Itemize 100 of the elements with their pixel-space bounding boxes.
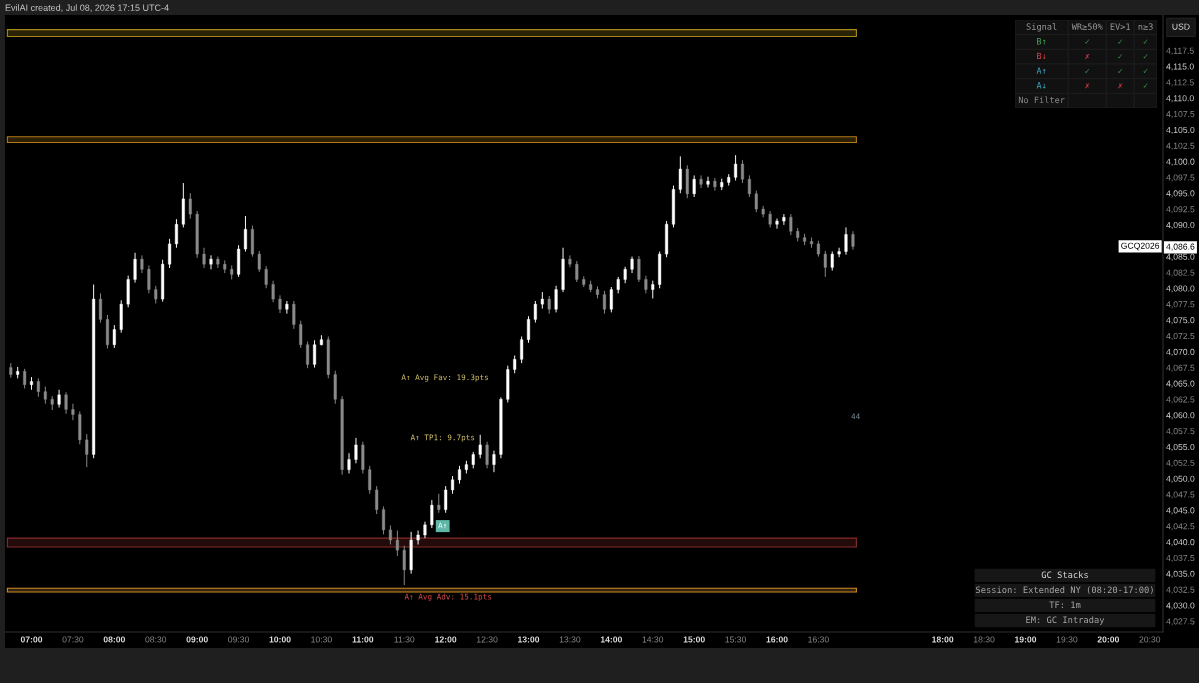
x-tick-label: 07:30	[62, 636, 84, 643]
x-tick-label: 11:00	[352, 636, 374, 643]
candlestick	[823, 250, 827, 278]
x-tick-label: 11:30	[394, 636, 415, 643]
candlestick	[133, 252, 137, 284]
candlestick	[830, 251, 834, 272]
candlestick	[402, 545, 406, 586]
candlestick	[837, 247, 841, 258]
x-tick-label: 08:30	[145, 636, 167, 643]
x-tick-label: 08:00	[103, 636, 125, 643]
x-tick-label: 13:30	[559, 636, 581, 643]
candlestick	[85, 433, 89, 468]
y-tick-label: 4,105.0	[1166, 126, 1195, 134]
candlestick	[292, 300, 296, 330]
candlestick	[168, 238, 172, 269]
candlestick	[554, 285, 558, 313]
y-tick-label: 4,072.5	[1166, 332, 1195, 341]
x-tick-label: 16:30	[808, 636, 829, 643]
candlestick	[533, 300, 537, 324]
x-tick-label: 20:00	[1097, 636, 1119, 643]
y-tick-label: 4,100.0	[1166, 158, 1195, 166]
y-tick-label: 4,060.0	[1166, 412, 1195, 420]
category-label: n≥3	[1138, 23, 1153, 30]
x-tick-label: 09:30	[228, 636, 250, 643]
candlestick	[740, 159, 744, 184]
x-tick-label: 19:30	[1056, 636, 1078, 643]
y-tick-label: 4,090.0	[1166, 222, 1195, 230]
chart-title: EvilAI created, Jul 08, 2026 17:15 UTC-4	[5, 4, 169, 12]
annotation: ✗	[1085, 53, 1090, 60]
y-tick-label: 4,037.5	[1166, 554, 1195, 563]
candlestick	[444, 485, 448, 514]
candlestick	[112, 324, 116, 349]
candlestick	[285, 300, 289, 315]
category-label: Signal	[1026, 23, 1057, 32]
candlestick	[209, 254, 213, 270]
y-tick-label: 4,102.5	[1166, 142, 1195, 150]
y-tick-label: 4,047.5	[1166, 491, 1195, 499]
candlestick	[637, 255, 641, 283]
candlestick	[354, 437, 358, 464]
x-tick-label: 07:00	[20, 636, 43, 643]
y-tick-label: 4,107.5	[1166, 111, 1195, 119]
candlestick	[430, 499, 434, 529]
annotation: No Filter	[1018, 96, 1065, 104]
annotation: ✓	[1118, 39, 1123, 44]
candlestick	[609, 286, 613, 313]
x-tick-label: 15:30	[725, 636, 747, 643]
candlestick	[299, 320, 303, 349]
candlestick	[71, 403, 75, 421]
annotation: ✗	[1118, 83, 1123, 89]
y-tick-label: 4,080.0	[1166, 285, 1195, 293]
y-tick-label: 4,030.0	[1166, 602, 1195, 610]
candlestick	[734, 154, 738, 181]
candlestick	[243, 215, 247, 253]
candlestick	[437, 493, 441, 514]
category-label: EV>1	[1110, 23, 1131, 30]
x-tick-label: 09:00	[186, 636, 208, 643]
annotation: ✓	[1143, 83, 1148, 88]
candlestick	[147, 264, 151, 294]
candlestick	[202, 247, 206, 269]
candlestick	[754, 190, 758, 213]
candlestick	[692, 174, 696, 198]
candlestick	[782, 213, 786, 226]
y-tick-label: 4,042.5	[1166, 523, 1195, 531]
annotation: EM: GC Intraday	[1026, 616, 1105, 625]
x-tick-label: 19:00	[1015, 636, 1037, 643]
y-tick-label: 4,062.5	[1166, 396, 1195, 404]
candlestick	[174, 218, 178, 249]
x-tick-label: 10:30	[311, 636, 332, 643]
x-tick-label: 20:30	[1139, 636, 1161, 643]
x-tick-label: 14:00	[600, 636, 622, 643]
y-tick-label: 4,077.5	[1166, 301, 1195, 309]
candlestick	[271, 280, 275, 303]
candlestick	[36, 377, 40, 398]
annotation: ✗	[1085, 83, 1090, 89]
y-tick-label: 4,067.5	[1166, 364, 1195, 372]
annotation: ✓	[1085, 39, 1090, 44]
candlestick	[306, 341, 310, 369]
x-tick-label: 12:30	[476, 636, 498, 643]
annotation: GCQ2026	[1121, 242, 1160, 251]
y-tick-label: 4,032.5	[1166, 586, 1195, 594]
candlestick	[98, 292, 103, 324]
y-tick-label: 4,112.5	[1166, 79, 1194, 87]
candlestick	[775, 218, 779, 230]
candlestick	[478, 434, 482, 459]
candlestick	[747, 174, 751, 198]
y-tick-label: 4,085.0	[1166, 253, 1195, 261]
candlestick	[713, 177, 717, 192]
candlestick	[706, 176, 710, 188]
y-tick-label: 4,075.0	[1166, 317, 1195, 325]
y-tick-label: 4,055.0	[1166, 443, 1195, 452]
candlestick	[575, 260, 579, 283]
y-tick-label: 4,115.0	[1166, 63, 1194, 71]
y-tick-label: 4,070.0	[1166, 348, 1195, 356]
candlestick	[526, 315, 531, 344]
x-tick-label: 18:30	[973, 636, 995, 643]
y-tick-label: 4,050.0	[1166, 475, 1195, 483]
candlestick	[485, 441, 489, 469]
candlestick	[23, 368, 27, 389]
text: GC Stacks	[1041, 571, 1088, 579]
annotation: A↓	[1036, 82, 1046, 89]
